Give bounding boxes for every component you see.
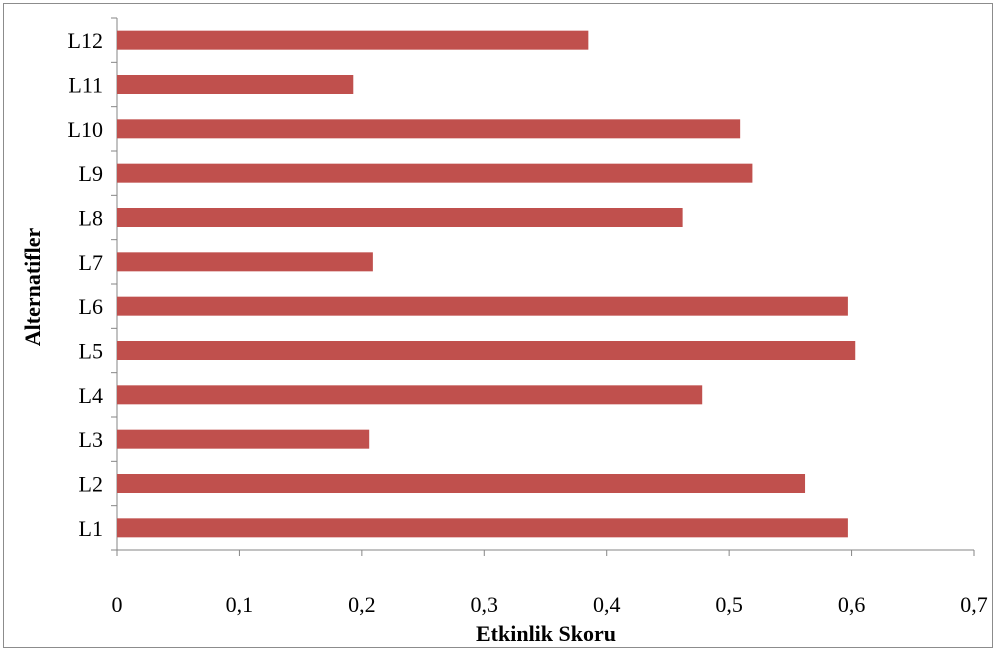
y-tick-label: L2 — [79, 472, 103, 497]
bar-l1 — [117, 518, 848, 538]
x-tick-label: 0,2 — [348, 592, 376, 617]
y-tick-label: L6 — [79, 294, 103, 319]
y-tick-label: L4 — [79, 383, 103, 408]
y-axis-title: Alternatifler — [20, 228, 45, 347]
bar-l3 — [117, 429, 370, 449]
y-tick-label: L7 — [79, 250, 103, 275]
x-tick-label: 0,7 — [960, 592, 988, 617]
y-tick-label: L12 — [68, 28, 103, 53]
y-tick-label: L5 — [79, 339, 103, 364]
y-tick-label: L10 — [68, 117, 103, 142]
x-tick-label: 0,6 — [838, 592, 866, 617]
bar-l7 — [117, 252, 373, 272]
y-tick-label: L3 — [79, 427, 103, 452]
bar-l10 — [117, 119, 741, 139]
bar-l12 — [117, 30, 589, 50]
axes — [111, 17, 975, 556]
y-tick-label: L11 — [68, 73, 103, 98]
y-tick-label: L9 — [79, 161, 103, 186]
x-tick-label: 0,1 — [226, 592, 254, 617]
bar-l8 — [117, 208, 683, 227]
y-tick-label: L1 — [79, 516, 103, 541]
bar-l11 — [117, 75, 354, 94]
x-tick-label: 0,4 — [593, 592, 621, 617]
x-tick-label: 0,5 — [715, 592, 743, 617]
bar-l2 — [117, 474, 806, 493]
bar-l9 — [117, 163, 753, 183]
bars — [117, 30, 856, 538]
x-tick-labels: 0 0,1 0,2 0,3 0,4 0,5 0,6 0,7 — [112, 592, 988, 617]
chart-frame — [3, 3, 993, 648]
bar-l6 — [117, 296, 848, 316]
y-tick-label: L8 — [79, 206, 103, 231]
x-tick-label: 0 — [112, 592, 123, 617]
x-tick-label: 0,3 — [471, 592, 499, 617]
y-tick-labels: L1 L2 L3 L4 L5 L6 L7 L8 L9 L10 L11 L12 — [68, 28, 103, 541]
x-axis-title: Etkinlik Skoru — [476, 621, 616, 646]
bar-l4 — [117, 385, 703, 405]
bar-l5 — [117, 341, 856, 360]
